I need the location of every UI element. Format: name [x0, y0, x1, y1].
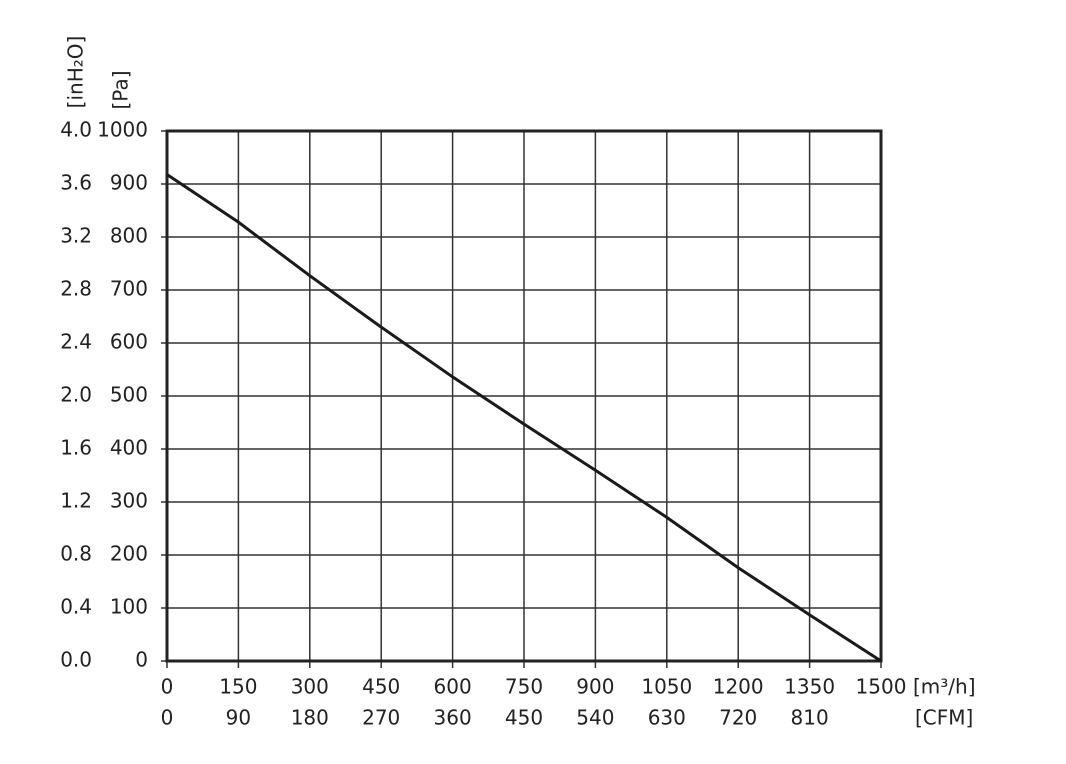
x-tick-label: 750 — [505, 675, 543, 699]
y2-tick-label: 1.6 — [60, 436, 92, 460]
x2-tick-label: 450 — [505, 706, 543, 730]
y2-tick-label: 4.0 — [60, 118, 92, 142]
x2-tick-label: 90 — [226, 706, 251, 730]
x-tick-label: 1500 — [856, 675, 907, 699]
x2-tick-label: 270 — [362, 706, 400, 730]
y-tick-label: 0 — [135, 648, 148, 672]
y-tick-label: 600 — [110, 330, 148, 354]
x-tick-label: 600 — [434, 675, 472, 699]
x-tick-label: 1200 — [713, 675, 764, 699]
y-tick-label: 1000 — [97, 118, 148, 142]
y2-tick-label: 1.2 — [60, 489, 92, 513]
y2-tick-label: 2.8 — [60, 277, 92, 301]
y2-axis-label: [inH₂O] — [64, 36, 88, 109]
y2-tick-label: 2.4 — [60, 330, 92, 354]
y2-tick-label: 3.2 — [60, 224, 92, 248]
x2-axis-label: [CFM] — [915, 706, 973, 730]
x-tick-label: 150 — [219, 675, 257, 699]
y-tick-label: 200 — [110, 542, 148, 566]
curve — [166, 173, 882, 663]
x2-tick-label: 360 — [434, 706, 472, 730]
y-tick-label: 400 — [110, 436, 148, 460]
y-tick-label: 700 — [110, 277, 148, 301]
x2-tick-label: 810 — [791, 706, 829, 730]
x-tick-label: 1050 — [641, 675, 692, 699]
x2-tick-label: 540 — [576, 706, 614, 730]
x-tick-label: 0 — [161, 675, 174, 699]
y-tick-label: 500 — [110, 383, 148, 407]
x-axis-label: [m³/h] — [913, 675, 976, 699]
x2-tick-label: 720 — [719, 706, 757, 730]
y2-tick-label: 0.4 — [60, 595, 92, 619]
plot-frame — [165, 129, 883, 663]
y2-tick-label: 2.0 — [60, 383, 92, 407]
x2-tick-label: 630 — [648, 706, 686, 730]
x2-tick-label: 0 — [161, 706, 174, 730]
y2-tick-label: 3.6 — [60, 171, 92, 195]
y-tick-label: 300 — [110, 489, 148, 513]
y-axis-label: [Pa] — [109, 70, 133, 109]
y-tick-label: 100 — [110, 595, 148, 619]
x2-tick-label: 180 — [291, 706, 329, 730]
y-tick-label: 900 — [110, 171, 148, 195]
y-tick-label: 800 — [110, 224, 148, 248]
x-tick-label: 300 — [291, 675, 329, 699]
x-tick-label: 450 — [362, 675, 400, 699]
x-tick-label: 1350 — [784, 675, 835, 699]
x-tick-label: 900 — [576, 675, 614, 699]
y2-tick-label: 0.8 — [60, 542, 92, 566]
y2-tick-label: 0.0 — [60, 648, 92, 672]
